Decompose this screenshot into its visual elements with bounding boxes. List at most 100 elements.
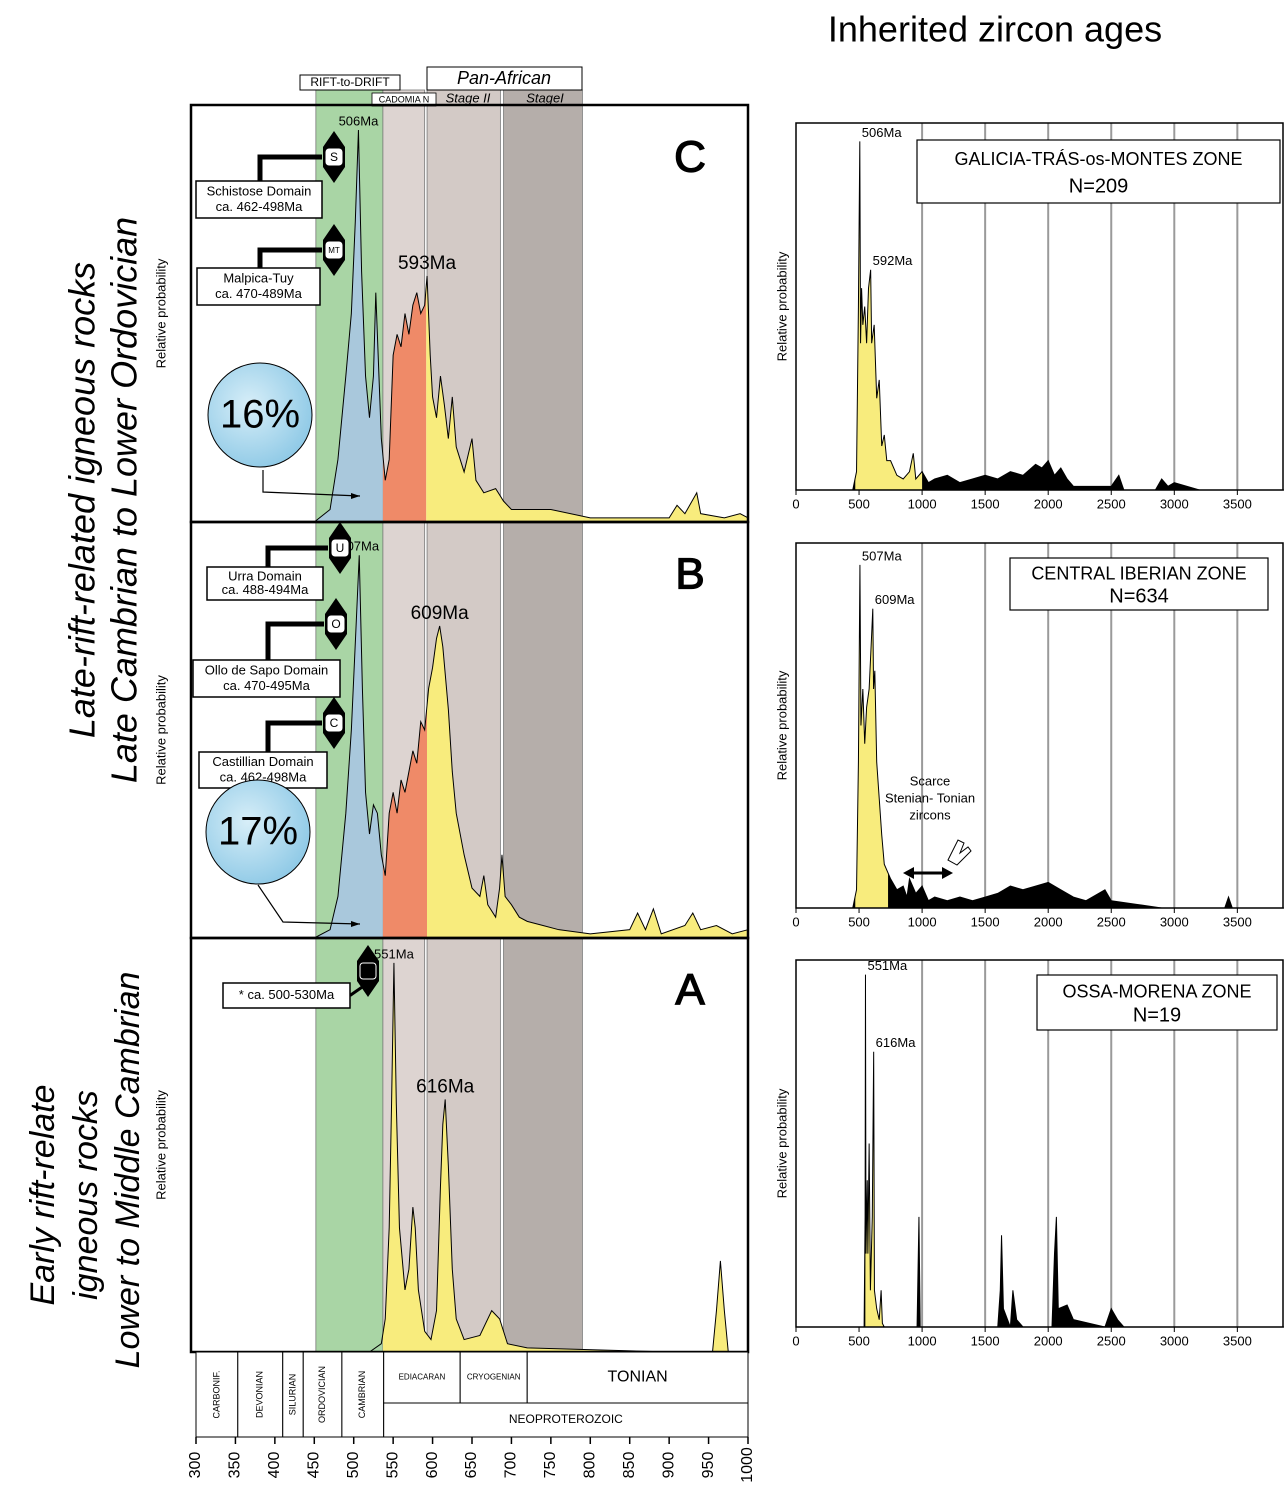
peak-label: 592Ma <box>873 253 914 268</box>
period-cell <box>341 1351 385 1438</box>
period-label: CARBONIF. <box>211 1370 221 1418</box>
period-label: EDIACARAN <box>399 1373 446 1382</box>
x-tick-label: 850 <box>621 1452 638 1479</box>
marker-letter: S <box>330 150 338 164</box>
domain-name: Urra Domain <box>228 568 302 583</box>
period-label: CAMBRIAN <box>357 1371 367 1419</box>
marker-inset <box>327 615 345 633</box>
zone-count: N=209 <box>1069 176 1129 198</box>
x-tick-label: 0 <box>792 914 799 929</box>
zone-name: CENTRAL IBERIAN ZONE <box>1031 563 1246 583</box>
label-box <box>426 66 583 91</box>
peak-label: 616Ma <box>876 1035 917 1050</box>
domain-name: * ca. 500-530Ma <box>239 987 335 1002</box>
panel-frame <box>795 122 1284 491</box>
marker-letter: * <box>366 964 371 978</box>
panel-frame <box>795 959 1284 1328</box>
x-tick-label: 1000 <box>908 496 937 511</box>
panel-letter: C <box>674 133 706 182</box>
period-cell <box>526 1351 749 1404</box>
marker-letter: C <box>330 716 339 730</box>
share-label: 17% <box>218 810 298 854</box>
peak-label: 506Ma <box>339 113 380 128</box>
x-tick-label: 650 <box>463 1452 480 1479</box>
x-tick-label: 750 <box>542 1452 559 1479</box>
panel-letter: A <box>675 966 705 1015</box>
peak-label: 616Ma <box>416 1076 475 1097</box>
x-tick-label: 3500 <box>1223 1333 1252 1348</box>
zone-name: GALICIA-TRÁS-os-MONTES ZONE <box>954 149 1242 169</box>
x-tick-label: 550 <box>384 1452 401 1479</box>
domain-name: Malpica-Tuy <box>223 271 294 286</box>
arrow-head <box>351 493 360 499</box>
period-label: TONIAN <box>608 1369 668 1386</box>
period-label: CRYOGENIAN <box>467 1373 521 1382</box>
x-tick-label: 450 <box>306 1452 323 1479</box>
peak-label: 551Ma <box>374 946 415 961</box>
density-curve <box>196 130 749 523</box>
share-label: 16% <box>220 393 300 437</box>
connector <box>257 247 322 268</box>
era-cell <box>383 1402 749 1438</box>
peak-label: 609Ma <box>411 603 470 624</box>
x-tick-label: 500 <box>848 914 870 929</box>
x-tick-label: 500 <box>345 1452 362 1479</box>
connector <box>257 154 322 181</box>
peak-label: 609Ma <box>875 592 916 607</box>
x-tick-label: 2500 <box>1097 1333 1126 1348</box>
panel: Relative probability 0 500 1000 1500 2000 2500… <box>774 542 1284 929</box>
zone-count: N=634 <box>1109 585 1169 607</box>
domain-name: Castillian Domain <box>212 754 313 769</box>
domain-box <box>192 659 341 698</box>
domain-name: Schistose Domain <box>207 184 312 199</box>
era-label: NEOPROTEROZOIC <box>509 1412 623 1426</box>
arrow-head <box>903 867 914 879</box>
area-fill <box>196 130 383 522</box>
domain-box <box>206 566 324 601</box>
x-tick-label: 1500 <box>971 1333 1000 1348</box>
x-tick-label: 3500 <box>1223 496 1252 511</box>
peak-label: 593Ma <box>398 253 457 274</box>
domain-age: ca. 462-498Ma <box>216 199 303 214</box>
band-label: Pan-African <box>457 68 551 88</box>
band-label: StageI <box>526 90 564 105</box>
y-axis-label: Relative probability <box>153 1090 168 1200</box>
age-band <box>382 89 426 1353</box>
density-curve <box>796 564 1284 909</box>
x-tick-label: 2000 <box>1034 914 1063 929</box>
area-fill <box>855 141 923 490</box>
band-label: RIFT-to-DRIFT <box>310 75 390 89</box>
x-tick-label: 0 <box>792 1333 799 1348</box>
row-label: Late-rift-related igneous rocks <box>62 262 103 738</box>
x-tick-label: 1000 <box>908 914 937 929</box>
annotation: zircons <box>909 807 951 822</box>
panel-letter: B <box>675 550 704 599</box>
arrow-head <box>942 867 953 879</box>
x-tick-label: 500 <box>848 496 870 511</box>
marker-inset <box>325 714 343 732</box>
age-band <box>503 89 583 1353</box>
area-fill <box>196 555 383 938</box>
x-tick-label: 2500 <box>1097 914 1126 929</box>
figure-title: Inherited zircon ages <box>828 9 1162 50</box>
row-label: Late Cambrian to Lower Ordovician <box>104 217 145 783</box>
connector <box>265 720 322 752</box>
x-tick-label: 500 <box>848 1333 870 1348</box>
hand-icon <box>947 839 972 866</box>
y-axis-label: Relative probability <box>153 675 168 785</box>
marker-letter: O <box>331 617 340 631</box>
peak-label: 507Ma <box>862 548 903 563</box>
y-axis-label: Relative probability <box>774 1088 789 1198</box>
connector <box>265 621 324 660</box>
x-tick-label: 2500 <box>1097 496 1126 511</box>
y-axis-label: Relative probability <box>774 251 789 361</box>
share-arrow <box>257 884 361 925</box>
area-fill <box>382 705 428 938</box>
share-circle <box>205 779 311 885</box>
period-label: ORDOVICIAN <box>317 1366 327 1423</box>
domain-name: Ollo de Sapo Domain <box>205 663 329 678</box>
panel: Relative probability 0 500 1000 1500 2000 2500… <box>774 122 1284 511</box>
x-tick-label: 3000 <box>1160 914 1189 929</box>
domain-box <box>222 982 351 1009</box>
